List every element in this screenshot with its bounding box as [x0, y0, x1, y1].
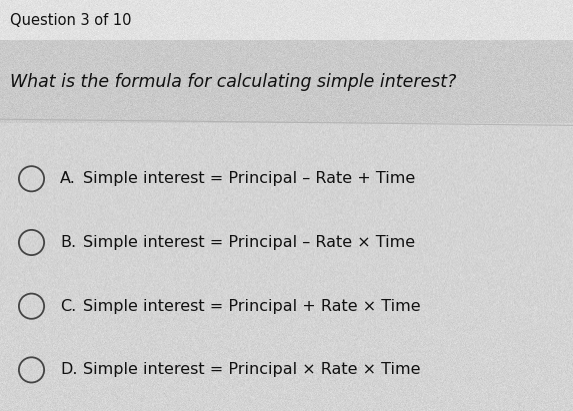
Text: A.: A.: [60, 171, 76, 186]
Text: Simple interest = Principal – Rate + Time: Simple interest = Principal – Rate + Tim…: [83, 171, 415, 186]
FancyBboxPatch shape: [0, 0, 573, 41]
Text: Simple interest = Principal + Rate × Time: Simple interest = Principal + Rate × Tim…: [83, 299, 421, 314]
Text: Simple interest = Principal – Rate × Time: Simple interest = Principal – Rate × Tim…: [83, 235, 415, 250]
Text: C.: C.: [60, 299, 76, 314]
Text: Simple interest = Principal × Rate × Time: Simple interest = Principal × Rate × Tim…: [83, 363, 421, 377]
Text: D.: D.: [60, 363, 78, 377]
Text: Question 3 of 10: Question 3 of 10: [10, 13, 132, 28]
Text: What is the formula for calculating simple interest?: What is the formula for calculating simp…: [10, 73, 457, 91]
Text: B.: B.: [60, 235, 76, 250]
FancyBboxPatch shape: [0, 41, 573, 123]
